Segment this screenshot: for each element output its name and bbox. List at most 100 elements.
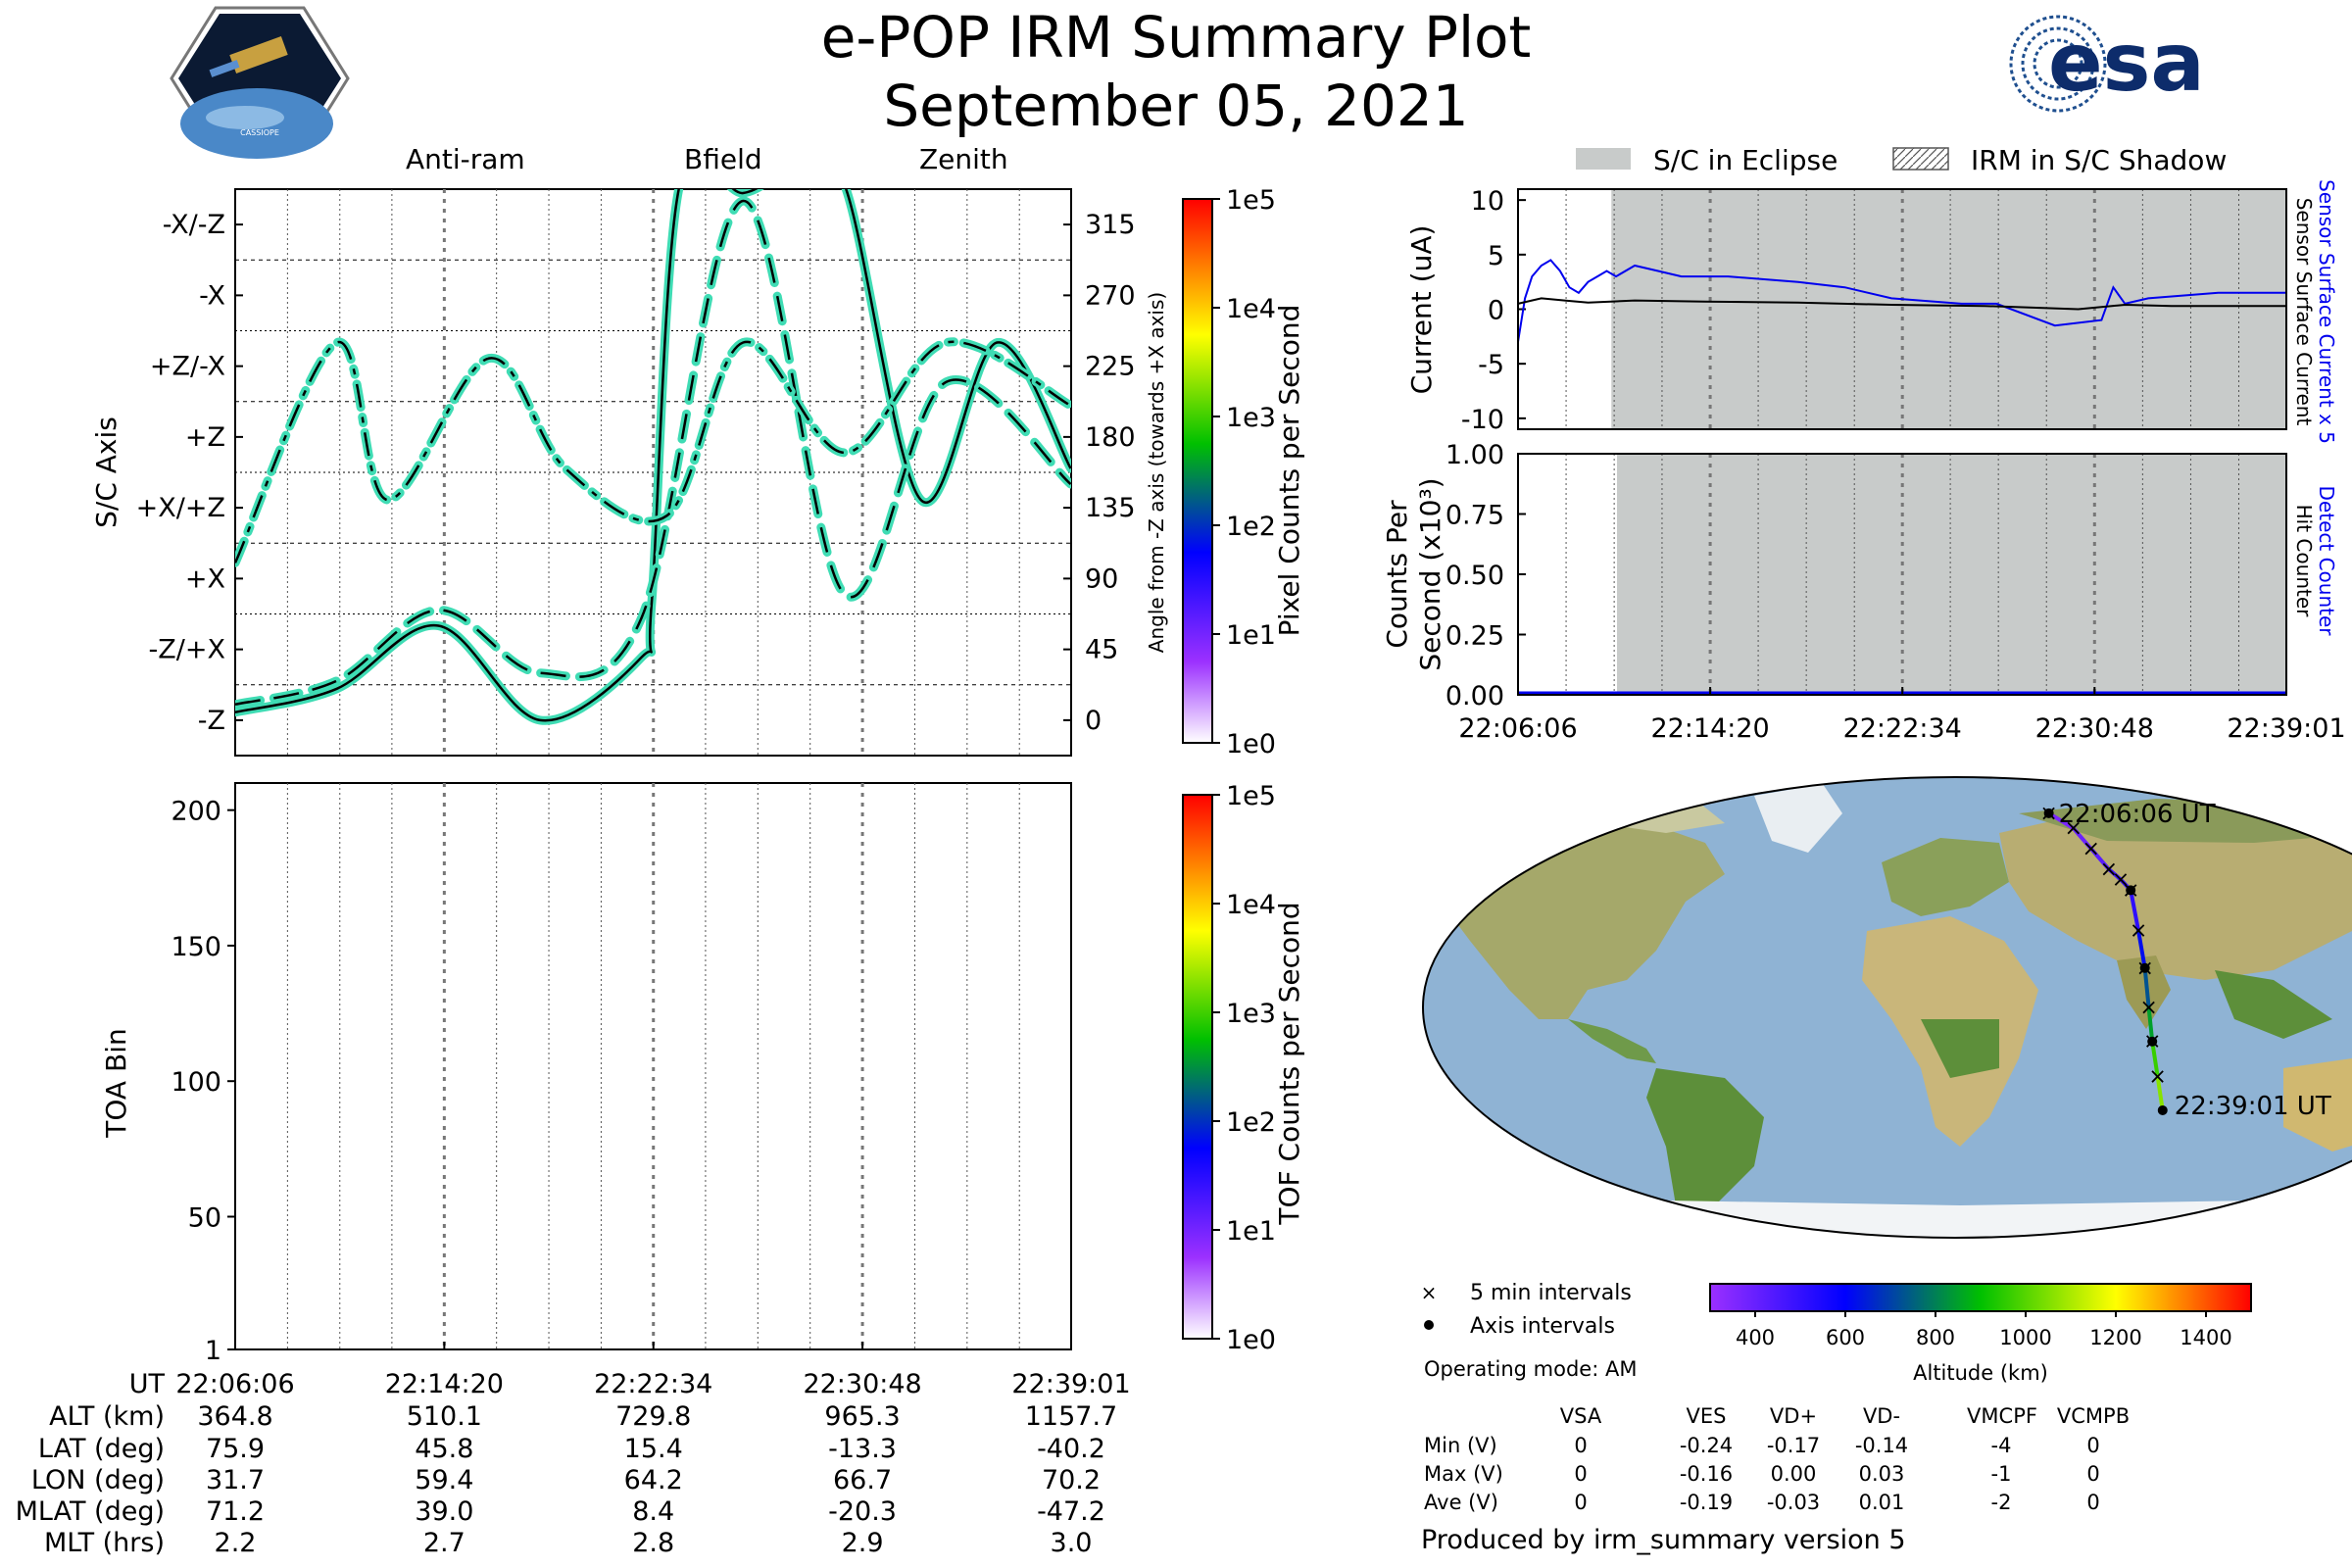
axis-ytick-label: -X [199, 280, 225, 311]
ground-track-segment [2136, 928, 2147, 970]
axis-ytick-label: -Z [198, 706, 225, 736]
voltage-header: VD- [1863, 1404, 1900, 1428]
five-min-marker: × [2139, 996, 2157, 1020]
voltage-cell: 0 [1574, 1434, 1587, 1457]
voltage-header: VSA [1560, 1404, 1602, 1428]
ephemeris-cell: -20.3 [828, 1496, 897, 1527]
voltage-cell: -0.16 [1680, 1462, 1733, 1486]
voltage-cell: 0.03 [1859, 1462, 1905, 1486]
altitude-colorbar: 400 600 800 1000 1200 1400 Altitude (km) [1709, 1283, 2252, 1385]
ephemeris-cell: 39.0 [415, 1496, 473, 1527]
page-title: e-POP IRM Summary Plot [821, 4, 1532, 71]
ephemeris-row-label: LON (deg) [31, 1465, 165, 1495]
current-panel-eclipse [1611, 189, 2286, 429]
legend-label-bfield: Bfield [684, 143, 762, 175]
voltage-header: VMCPF [1967, 1404, 2037, 1428]
current-ytick-label: -10 [1461, 405, 1504, 435]
cassiope-label: CASSIOPE [240, 128, 279, 137]
axis-ytick-label: +X [185, 564, 225, 594]
ground-track-segment [2106, 867, 2123, 882]
ground-track-segment [2155, 1074, 2165, 1112]
current-ytick-label: -5 [1478, 350, 1504, 380]
voltage-cell: 0 [2086, 1491, 2099, 1514]
ephemeris-cell: 2.9 [842, 1528, 884, 1558]
axis-interval-marker [2126, 885, 2136, 896]
altitude-colorbar-gradient [1709, 1283, 2252, 1312]
axis-panel-y2ticks: 0 45 90 135 180 225 270 315 [1063, 210, 1136, 736]
map-legend: × 5 min intervals Axis intervals Operati… [1421, 1281, 1638, 1381]
ephemeris-row-label: MLT (hrs) [44, 1528, 165, 1558]
voltage-cell: 0 [2086, 1434, 2099, 1457]
ground-track-segment [2129, 888, 2141, 933]
voltage-cell: -0.17 [1767, 1434, 1820, 1457]
axis-y2tick-label: 315 [1085, 210, 1136, 240]
ephemeris-cell: 71.2 [206, 1496, 265, 1527]
ephemeris-cell: 75.9 [206, 1434, 265, 1464]
ephemeris-cell: 70.2 [1042, 1465, 1101, 1495]
ephemeris-cell: 15.4 [624, 1434, 683, 1464]
counts-xtick-label: 22:14:20 [1650, 713, 1769, 744]
axis-interval-marker [2157, 1104, 2168, 1115]
eclipse-legend-label: S/C in Eclipse [1653, 144, 1838, 176]
colorbar-tick-label: 1e2 [1226, 1107, 1276, 1138]
current-series-surface [1517, 297, 2286, 311]
five-min-marker: × [2082, 837, 2100, 861]
counts-panel-yticks: 1.00 0.75 0.50 0.25 0.00 [1446, 440, 1526, 711]
axis-interval-marker-icon [1424, 1320, 1434, 1330]
counts-side-label-black: Hit Counter [2292, 505, 2316, 617]
current-side-label-black: Sensor Surface Current [2292, 198, 2316, 426]
colorbar-tick-label: 1e4 [1226, 890, 1276, 920]
axis-series-antiram [235, 199, 1071, 707]
colorbar-tick-label: 1e0 [1226, 729, 1276, 760]
five-min-marker-icon: × [1421, 1281, 1438, 1304]
ephemeris-row-label: UT [129, 1369, 166, 1399]
voltage-table: VSA VES VD+ VD- VMCPF VCMPB Min (V) 0 -0.24 -0.17… [1424, 1404, 2130, 1514]
voltage-row-label: Ave (V) [1424, 1491, 1498, 1514]
five-min-marker: × [2148, 1065, 2166, 1090]
counts-xtick-label: 22:30:48 [2035, 713, 2154, 744]
voltage-header: VES [1687, 1404, 1727, 1428]
land-antarctica [1423, 1200, 2352, 1238]
axis-interval-marker [2147, 1036, 2158, 1047]
voltage-cell: -2 [1991, 1491, 2012, 1514]
voltage-cell: 0 [2086, 1462, 2099, 1486]
axis-panel-ylabel: S/C Axis [90, 416, 122, 528]
colorbar-tick-label: 1e3 [1226, 403, 1276, 433]
ground-track-segment [2071, 826, 2093, 852]
pixel-colorbar-label: Pixel Counts per Second [1273, 305, 1305, 637]
counts-xtick-label: 22:22:34 [1843, 713, 1962, 744]
toa-ytick-label: 1 [205, 1336, 221, 1366]
shadow-legend-label: IRM in S/C Shadow [1971, 144, 2227, 176]
counts-xtick-label: 22:39:01 [2227, 713, 2345, 744]
toa-panel-ylabel: TOA Bin [100, 1028, 132, 1138]
counts-panel: 1.000.750.500.250.00 22:06:06 22:14:20 22:… [1381, 440, 2346, 744]
toa-panel-vlines [286, 783, 1020, 1349]
tof-colorbar-gradient [1182, 794, 1213, 1340]
ephemeris-cell: -13.3 [828, 1434, 897, 1464]
map-end-label: 22:39:01 UT [2175, 1092, 2331, 1121]
axis-ytick-label: -X/-Z [163, 210, 225, 240]
colorbar-tick-label: 1e2 [1226, 512, 1276, 542]
altitude-tick-label: 600 [1826, 1326, 1865, 1349]
voltage-cell: 0.00 [1771, 1462, 1817, 1486]
page-date: September 05, 2021 [883, 73, 1468, 139]
voltage-cell: -0.03 [1767, 1491, 1820, 1514]
esa-logo: esa [2009, 15, 2205, 113]
current-panel-yticks: 10 5 0 -5 -10 [1461, 186, 1526, 435]
axis-y2tick-label: 135 [1085, 493, 1136, 523]
ephemeris-cell: 3.0 [1051, 1528, 1093, 1558]
counts-ylabel-line1: Counts Per [1381, 500, 1413, 649]
toa-ytick-label: 100 [171, 1067, 221, 1098]
axis-series-zenith [235, 340, 1071, 564]
axis-y2tick-label: 225 [1085, 352, 1136, 382]
voltage-cell: -0.14 [1855, 1434, 1908, 1457]
ephemeris-cell: 2.2 [215, 1528, 257, 1558]
colorbar-tick-label: 1e4 [1226, 294, 1276, 324]
ephemeris-cell: 59.4 [415, 1465, 473, 1495]
current-panel: 10 5 0 -5 -10 Current (uA) Sensor Surface Cu… [1405, 179, 2338, 444]
ground-track-map: ××××××××××× 22:06:06 UT 22:39:01 UT [1422, 776, 2352, 1239]
colorbar-tick-label: 1e1 [1226, 1216, 1276, 1247]
esa-wordmark: esa [2048, 17, 2205, 110]
ephemeris-cell: 8.4 [632, 1496, 674, 1527]
